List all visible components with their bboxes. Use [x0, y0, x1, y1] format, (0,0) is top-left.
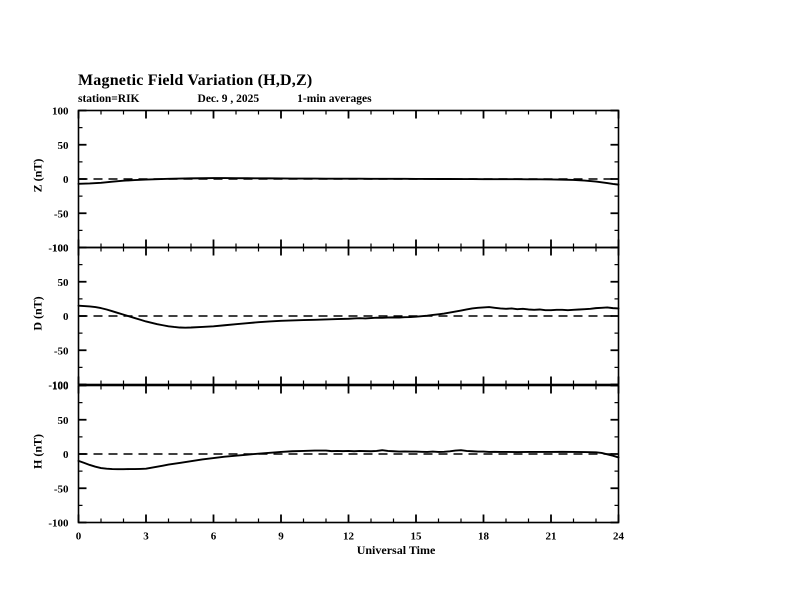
y-tick-label: -100: [48, 380, 69, 392]
y-tick-label: 100: [52, 106, 69, 118]
data-trace-z: [77, 177, 620, 186]
y-tick-label: 0: [63, 311, 69, 323]
y-tick-label: -100: [48, 518, 69, 530]
y-axis-label-z: Z (nT): [30, 158, 45, 193]
y-tick-label: -50: [54, 345, 69, 357]
averaging-label: 1-min averages: [297, 93, 372, 105]
data-trace-h: [77, 449, 620, 471]
y-tick-label: 50: [58, 277, 70, 289]
x-tick-label: 21: [546, 531, 557, 543]
x-tick-label: 15: [411, 531, 423, 543]
y-tick-label: 50: [58, 140, 70, 152]
y-tick-label: 50: [58, 415, 70, 427]
x-tick-label: 3: [143, 531, 149, 543]
y-tick-label: 100: [52, 243, 69, 255]
x-tick-label: 12: [343, 531, 355, 543]
y-tick-label: 100: [52, 381, 69, 393]
x-tick-label: 9: [278, 531, 284, 543]
chart-subtitle: station=RIK Dec. 9 , 2025 1-min averages: [78, 93, 372, 105]
y-tick-label: 0: [63, 174, 69, 186]
chart-title: Magnetic Field Variation (H,D,Z): [78, 72, 313, 89]
y-tick-label: -50: [54, 208, 69, 220]
y-axis-label-h: H (nT): [30, 434, 45, 470]
x-tick-label: 0: [76, 531, 82, 543]
x-axis-label: Universal Time: [356, 543, 436, 557]
x-tick-label: 24: [613, 531, 625, 543]
data-trace-d: [77, 304, 620, 329]
date-label: Dec. 9 , 2025: [197, 93, 260, 105]
y-axis-label-d: D (nT): [30, 296, 45, 331]
y-tick-label: -100: [48, 243, 69, 255]
y-tick-label: 0: [63, 449, 69, 461]
x-tick-label: 6: [211, 531, 217, 543]
x-tick-label: 18: [478, 531, 490, 543]
station-label: station=RIK: [78, 93, 140, 105]
y-tick-label: -50: [54, 483, 69, 495]
